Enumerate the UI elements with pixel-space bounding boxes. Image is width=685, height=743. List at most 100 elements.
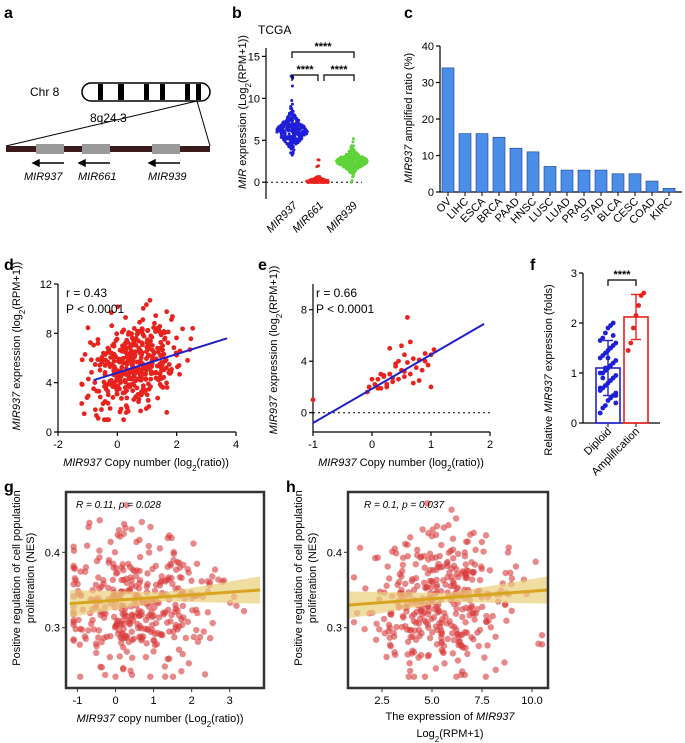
panel-b-point-mir939 <box>355 158 359 162</box>
panel-f-point-amplification <box>628 340 634 346</box>
panel-g-point <box>74 580 81 588</box>
panel-h-point <box>492 666 499 674</box>
panel-g-point <box>106 653 114 661</box>
panel-f-point-diploid <box>603 330 608 336</box>
panel-d-point <box>120 360 126 366</box>
panel-b-point-mir937 <box>302 125 306 129</box>
panel-f-ytick-label: 1 <box>571 368 577 380</box>
panel-d-ylabel: MIR937 expression (log2(RPM+1)) <box>11 262 27 431</box>
panel-g-point <box>156 545 164 552</box>
panel-g-point <box>206 579 214 586</box>
panel-b-point-mir939 <box>361 162 365 166</box>
panel-d-point <box>138 408 144 414</box>
panel-h-point <box>501 659 508 666</box>
panel-h-point <box>452 610 460 617</box>
panel-g-point <box>134 620 141 628</box>
panel-h-point <box>507 569 514 576</box>
panel-b-point-mir661 <box>318 175 322 179</box>
panel-h-point <box>409 633 416 640</box>
panel-g-point <box>172 566 180 573</box>
panel-g-point <box>112 564 120 572</box>
panel-d-point <box>144 356 149 361</box>
panel-f-point-amplification <box>636 303 641 308</box>
panel-e-point <box>425 362 431 368</box>
panel-b-point-mir937 <box>288 128 292 132</box>
panel-g-point <box>178 668 185 675</box>
panel-h-point <box>361 625 368 633</box>
panel-c-ylabel: MIR937 amplified ratio (%) <box>403 53 415 183</box>
panel-b-point-mir939 <box>345 166 349 170</box>
panel-f-point-diploid <box>603 403 608 408</box>
panel-g-point <box>151 630 159 638</box>
panel-g-point <box>82 564 90 571</box>
panel-f-sig: **** <box>613 269 631 281</box>
panel-b-point-mir939 <box>351 140 355 144</box>
panel-b-point-mir937 <box>288 113 292 117</box>
panel-b-point-mir661 <box>316 164 320 168</box>
panel-d-point <box>158 340 164 345</box>
panel-g-point <box>188 577 195 584</box>
panel-c: c 0 10 20 30 40 OVLIHCESCABRCAPAADHNSCLUSCLU… <box>403 5 682 227</box>
panel-g-point <box>129 654 136 661</box>
panel-b-point-mir939 <box>350 154 354 158</box>
panel-g-point <box>127 574 134 581</box>
panel-b-ylabel: MIR expression (Log2(RPM+1)) <box>237 35 253 189</box>
panel-d-point <box>91 342 97 348</box>
panel-g-point <box>70 562 77 570</box>
panel-h-point <box>429 526 436 533</box>
panel-b-point-mir939 <box>351 169 355 173</box>
panel-b-point-mir939 <box>344 152 348 156</box>
panel-d-point <box>148 376 154 382</box>
panel-g-point <box>93 649 100 657</box>
panel-g-point <box>136 553 144 561</box>
panel-g-point <box>143 640 150 647</box>
panel-f-ytick-label: 2 <box>571 318 577 330</box>
panel-h-point <box>433 576 440 584</box>
panel-g-point <box>122 524 129 532</box>
panel-g-point <box>178 574 185 582</box>
panel-b-point-mir937 <box>286 122 290 126</box>
panel-b-significance: **** **** **** <box>291 41 355 81</box>
panel-f-ytick-label: 3 <box>571 268 577 280</box>
panel-b-point-mir937 <box>285 119 289 123</box>
panel-d-point <box>161 329 167 334</box>
panel-g-point <box>150 637 158 644</box>
panel-g-point <box>145 549 153 556</box>
panel-h-point <box>433 522 441 530</box>
panel-b-point-mir937 <box>299 133 303 137</box>
panel-b-axes: 0 5 10 15 <box>248 48 362 199</box>
panel-f-point-diploid <box>613 400 619 406</box>
panel-e-ylabel: MIR937 expression (log2(RPM+1)) <box>268 266 284 435</box>
panel-h-point <box>420 579 428 587</box>
panel-f-ylabel: Relative MIR937 expression (folds) <box>543 284 555 455</box>
panel-d-point <box>163 365 169 371</box>
panel-g-point <box>179 602 187 610</box>
gene-label-mir937: MIR937 <box>24 171 63 183</box>
panel-d-point <box>143 376 149 382</box>
panel-h-point <box>444 573 451 581</box>
panel-f-point-amplification <box>633 313 639 318</box>
panel-h-point <box>432 623 440 630</box>
panel-h-point <box>399 561 407 569</box>
panel-b-point-mir937 <box>283 135 287 139</box>
panel-g-point <box>157 579 164 586</box>
panel-g-point <box>152 562 160 570</box>
panel-d-xtick-label: 0 <box>114 439 120 451</box>
panel-g-point <box>193 560 201 567</box>
panel-h-point <box>437 564 444 571</box>
panel-g-ytick-label: 0.3 <box>45 623 60 635</box>
panel-c-labels: OVLIHCESCABRCAPAADHNSCLUSCLUADPRADSTADBL… <box>434 195 675 226</box>
panel-g-point <box>165 628 173 635</box>
panel-d-point <box>144 392 150 398</box>
panel-h-point <box>350 618 358 626</box>
panel-h-point <box>438 640 445 647</box>
panel-d-point <box>131 325 137 331</box>
panel-d-point <box>124 395 130 401</box>
panel-g-point <box>107 632 114 640</box>
panel-b-subtitle: TCGA <box>258 23 291 37</box>
panel-b-point-mir661 <box>316 158 320 162</box>
panel-d-fit-line <box>93 337 228 382</box>
panel-d-point <box>174 335 179 341</box>
panel-d-point <box>129 335 135 341</box>
